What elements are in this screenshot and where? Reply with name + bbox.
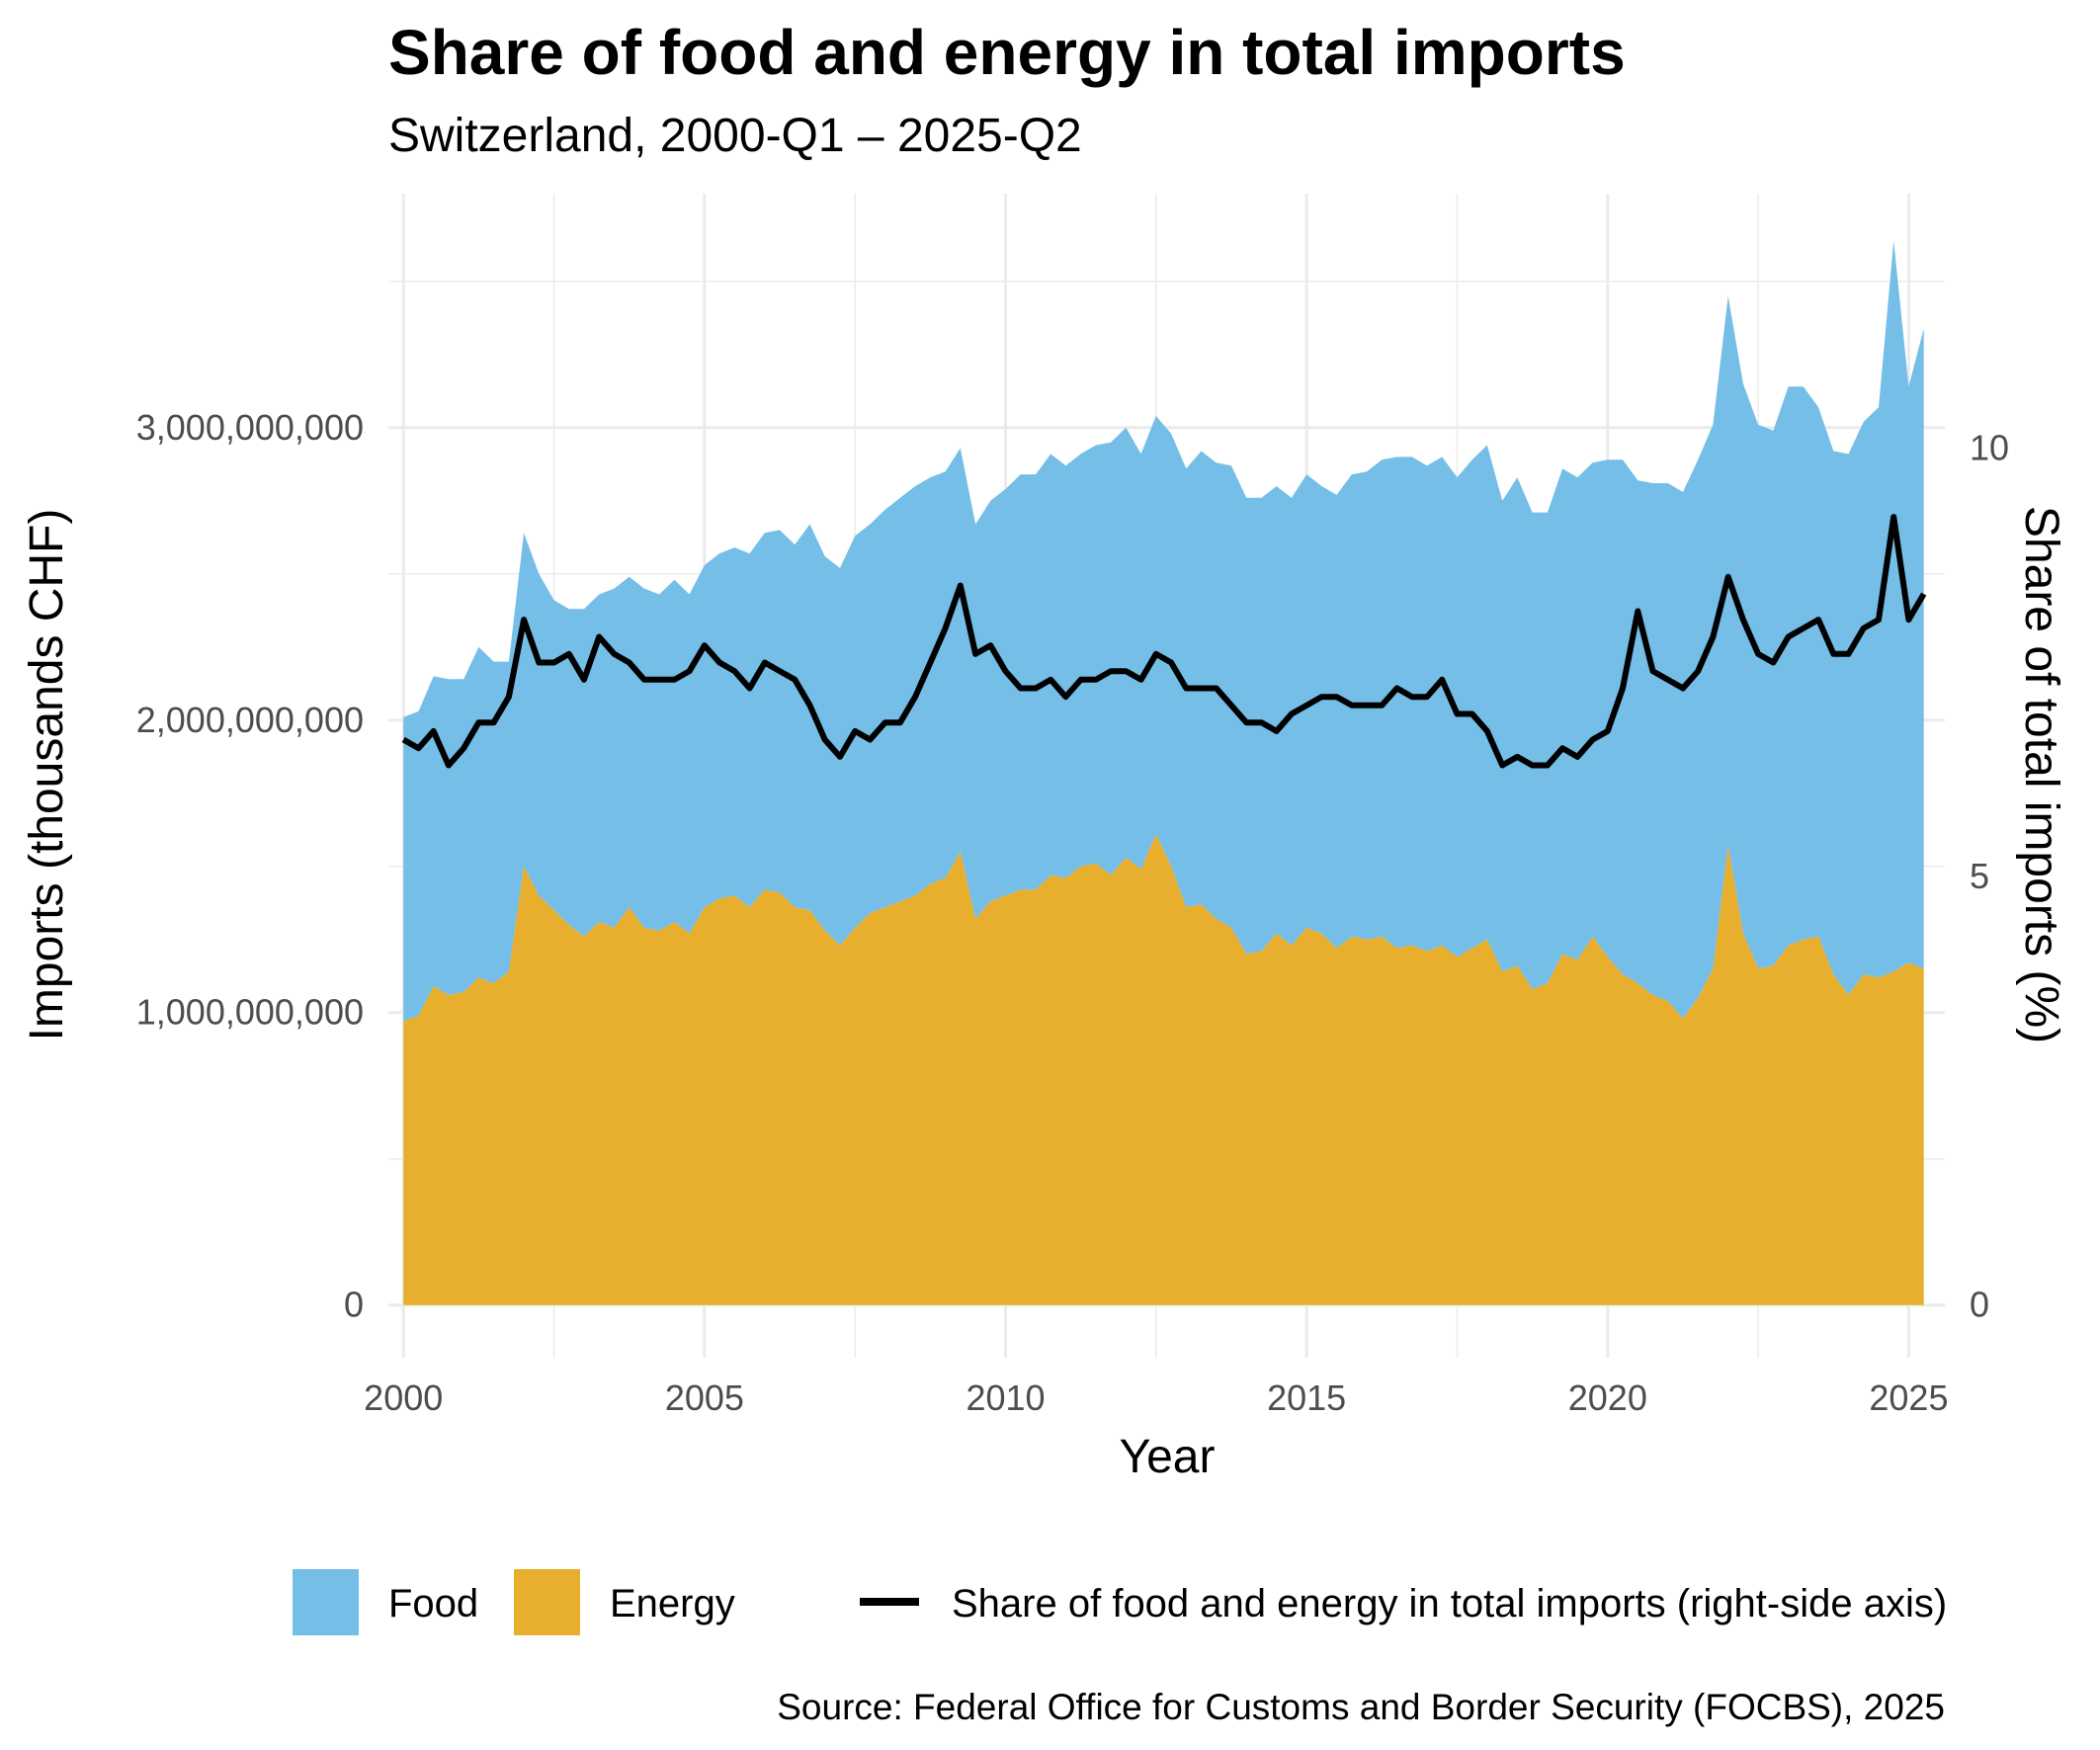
y2-tick-label: 5	[1970, 856, 1989, 896]
source-caption: Source: Federal Office for Customs and B…	[777, 1687, 1945, 1727]
area-food	[403, 240, 1924, 1022]
share-line-layer	[401, 514, 1927, 769]
y-tick-label: 0	[344, 1285, 364, 1325]
y-tick-label: 2,000,000,000	[136, 700, 364, 740]
legend-share-label: Share of food and energy in total import…	[952, 1582, 1947, 1625]
chart-title: Share of food and energy in total import…	[388, 17, 1626, 88]
legend-energy-key	[514, 1569, 580, 1635]
x-tick-label: 2005	[665, 1377, 744, 1418]
chart-subtitle: Switzerland, 2000-Q1 – 2025-Q2	[388, 110, 1082, 162]
area-energy	[403, 834, 1924, 1305]
x-axis-title: Year	[1120, 1431, 1216, 1483]
y2-axis-title: Share of total imports (%)	[2015, 506, 2067, 1043]
x-tick-label: 2025	[1869, 1377, 1948, 1418]
x-tick-label: 2020	[1568, 1377, 1647, 1418]
y-tick-label: 1,000,000,000	[136, 992, 364, 1033]
legend: Food Energy Share of food and energy in …	[293, 1569, 1947, 1635]
legend-food-key	[293, 1569, 359, 1635]
area-layers	[403, 240, 1924, 1305]
x-tick-label: 2015	[1267, 1377, 1346, 1418]
x-axis-ticks: 2000 2005 2010 2015 2020 2025	[364, 1377, 1948, 1418]
x-tick-label: 2000	[364, 1377, 443, 1418]
y-axis-title: Imports (thousands CHF)	[21, 509, 73, 1042]
y-axis-ticks: 0 1,000,000,000 2,000,000,000 3,000,000,000	[136, 407, 364, 1325]
y2-tick-label: 10	[1970, 428, 2009, 468]
x-tick-label: 2010	[966, 1377, 1045, 1418]
y2-tick-label: 0	[1970, 1285, 1989, 1325]
y-tick-label: 3,000,000,000	[136, 407, 364, 448]
line-share	[401, 514, 1927, 769]
legend-energy-label: Energy	[610, 1582, 735, 1625]
y2-axis-ticks: 0 5 10	[1970, 428, 2009, 1325]
legend-food-label: Food	[388, 1582, 478, 1625]
